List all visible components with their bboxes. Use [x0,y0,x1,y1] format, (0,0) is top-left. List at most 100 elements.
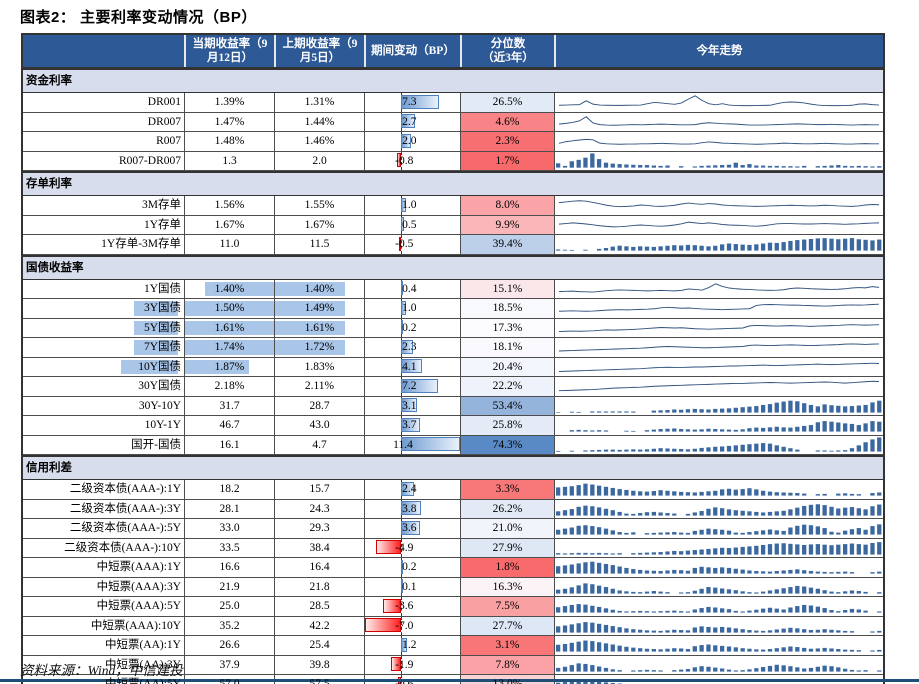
change-bar-positive [401,559,404,574]
period-change-cell: -0.8 [364,151,460,170]
table-row: 二级资本债(AAA-):5Y 33.0 29.3 3.6 21.0% [23,519,883,539]
percentile-cell: 26.2% [460,499,554,518]
trend-sparkline-cell [554,279,883,298]
table-header-row: 当期收益率（9月12日） 上期收益率（9月5日） 期间变动（BP） 分位数 （近… [23,35,883,68]
change-value: 1.2 [402,639,417,651]
change-value: 11.4 [393,438,413,451]
table-row: DR007 1.47% 1.44% 2.7 4.6% [23,112,883,132]
change-bar-positive [401,133,412,148]
table-row: 10Y-1Y 46.7 43.0 3.7 25.8% [23,416,883,436]
rate-label-cell: 1Y国债 [143,282,181,295]
current-yield-cell: 18.2 [184,480,274,499]
rate-label-cell: 二级资本债(AAA-):3Y [69,502,181,515]
trend-bar-sparkline [555,541,882,555]
period-change-cell: 1.0 [364,299,460,318]
percentile-cell: 8.0% [460,196,554,215]
trend-line-sparkline [558,115,880,126]
section-band: 资金利率 [23,68,883,93]
trend-sparkline-cell [554,558,883,577]
percentile-cell: 74.3% [460,435,554,454]
previous-yield-cell: 4.7 [274,435,364,454]
previous-yield-cell: 1.31% [274,93,364,112]
trend-bar-sparkline [555,400,882,413]
percentile-cell: 27.9% [460,538,554,557]
rate-label-cell: R007 [156,135,181,147]
rate-label-cell: 中短票(AA):3Y [104,658,181,671]
previous-yield-cell: 28.7 [274,396,364,415]
table-row: R007 1.48% 1.46% 2.0 2.3% [23,132,883,152]
table-row: 中短票(AAA):10Y 35.2 42.2 -7.0 27.7% [23,616,883,636]
change-value: 3.6 [402,522,417,534]
percentile-cell: 2.3% [460,132,554,151]
rate-label-cell: 30Y国债 [138,380,181,392]
selection-highlight [185,320,274,335]
bottom-rule [0,679,919,682]
trend-line-sparkline [558,282,880,293]
col-header-current: 当期收益率（9月12日） [184,35,274,67]
section-label: 信用利差 [26,462,72,474]
table-row: 二级资本债(AAA-):10Y 33.5 38.4 -4.9 27.9% [23,538,883,558]
trend-sparkline-cell [554,577,883,596]
rate-label-cell: R007-DR007 [119,154,181,167]
trend-sparkline-cell [554,93,883,112]
table-row: 中短票(AA):3Y 37.9 39.8 -1.9 7.8% [23,655,883,675]
current-yield-cell: 1.47% [184,112,274,131]
rate-label-cell: 7Y国债 [23,338,184,357]
section-band: 存单利率 [23,171,883,196]
previous-yield-cell: 1.44% [274,112,364,131]
period-change-cell: 3.6 [364,519,460,538]
rate-label-cell: DR001 [147,96,181,108]
change-bar-positive [401,579,404,593]
table-row: 30Y国债 2.18% 2.11% 7.2 22.2% [23,377,883,397]
current-yield-cell: 1.56% [184,196,274,215]
change-bar-positive [401,520,420,535]
selection-highlight [134,301,178,316]
trend-line-sparkline [558,221,880,227]
percentile-cell: 39.4% [460,235,554,254]
period-change-cell: 2.4 [364,480,460,499]
table-row: 3Y国债 1.50% 1.49% 1.0 18.5% [23,299,883,319]
selection-highlight [121,359,178,374]
previous-yield-cell: 21.8 [274,577,364,596]
trend-sparkline-cell [554,132,883,151]
period-change-cell: -3.6 [364,597,460,616]
change-bar-negative [398,236,402,251]
trend-sparkline-cell [554,235,883,254]
trend-line-sparkline [558,138,880,145]
rates-table: 当期收益率（9月12日） 上期收益率（9月5日） 期间变动（BP） 分位数 （近… [21,33,885,684]
previous-yield-cell: 2.11% [274,377,364,396]
period-change-cell: 3.8 [364,499,460,518]
period-change-cell: -1.9 [364,655,460,674]
selection-highlight [134,340,178,355]
previous-yield-cell: 24.3 [274,499,364,518]
period-change-cell: 3.7 [364,416,460,435]
rate-label-cell: 5Y国债 [23,319,184,338]
section-label: 国债收益率 [26,261,84,274]
figure-title: 图表2： 主要利率变动情况（BP） [20,9,257,26]
percentile-cell: 9.9% [460,215,554,234]
change-value: 3.1 [402,399,417,412]
change-bar-positive [401,114,416,128]
change-bar-positive [401,378,439,393]
table-row: 3M存单 1.56% 1.55% 1.0 8.0% [23,196,883,216]
trend-bar-sparkline [555,152,882,168]
rate-label-cell: 中短票(AA):1Y [104,639,181,651]
percentile-cell: 7.8% [460,655,554,674]
period-change-cell: 0.2 [364,318,460,337]
trend-line-sparkline [558,362,880,372]
previous-yield-cell: 43.0 [274,416,364,435]
current-yield-cell: 1.50% [184,299,274,318]
period-change-cell: -0.5 [364,235,460,254]
selection-highlight [275,281,346,296]
table-row: 10Y国债 1.87% 1.83% 4.1 20.4% [23,357,883,377]
period-change-cell: 0.1 [364,577,460,596]
trend-bar-sparkline [555,662,882,672]
change-bar-positive [401,217,404,231]
rate-label-cell: 中短票(AAA):1Y [96,561,181,573]
rate-label-cell: 中短票(AA):5Y [104,678,181,684]
percentile-cell: 16.3% [460,577,554,596]
trend-bar-sparkline [555,621,882,633]
change-bar-negative [382,598,402,613]
table-row: 中短票(AAA):3Y 21.9 21.8 0.1 16.3% [23,577,883,597]
current-yield-cell: 25.0 [184,597,274,616]
